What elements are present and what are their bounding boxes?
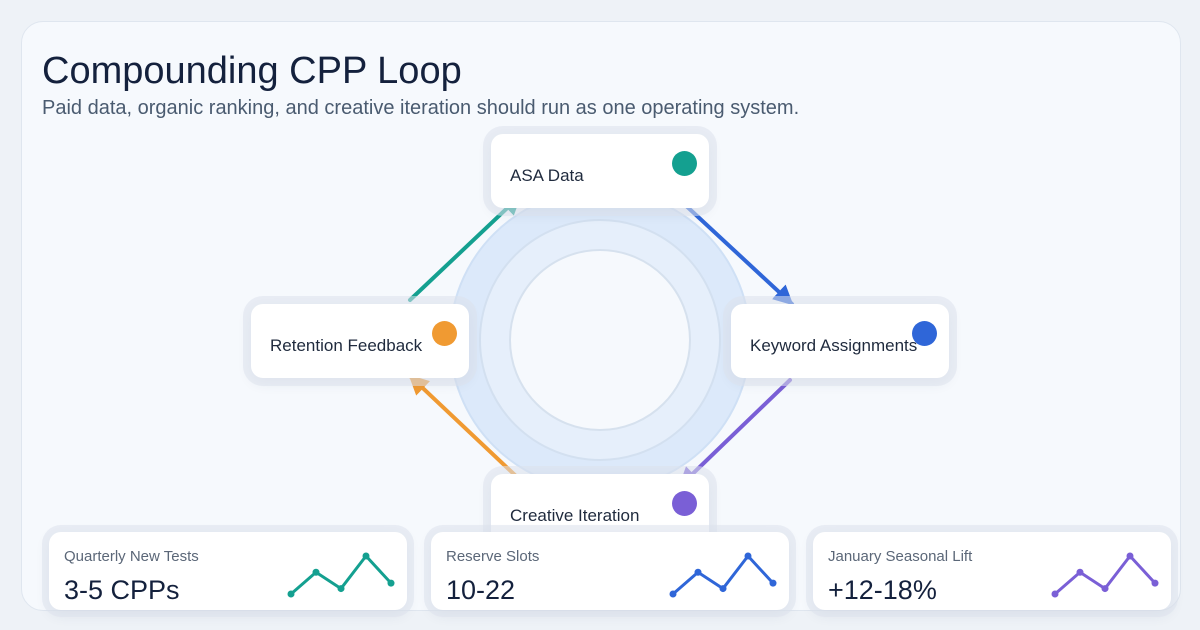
node-status-dot: [432, 321, 457, 346]
sparkline-point: [1126, 552, 1134, 560]
sparkline-point: [1101, 585, 1109, 593]
sparkline-point: [1151, 579, 1159, 587]
arrow-retention-to-asa: [408, 194, 522, 302]
page-title: Compounding CPP Loop: [42, 50, 462, 92]
arrow-creative-to-retention: [408, 374, 520, 480]
metric-label: Quarterly New Tests: [64, 548, 199, 565]
node-keyword-assignments[interactable]: Keyword Assignments: [731, 304, 949, 378]
sparkline-icon: [1051, 552, 1159, 598]
node-status-dot: [672, 151, 697, 176]
sparkline-point: [744, 552, 752, 560]
sparkline-point: [287, 590, 295, 598]
sparkline-point: [312, 568, 320, 576]
node-label: Keyword Assignments: [750, 336, 918, 355]
metric-value: 3-5 CPPs: [64, 575, 180, 605]
sparkline-icon: [287, 552, 395, 598]
sparkline-point: [337, 585, 345, 593]
sparkline-point: [1051, 590, 1059, 598]
metric-label: January Seasonal Lift: [828, 548, 973, 565]
sparkline-point: [694, 568, 702, 576]
metric-value: 10-22: [446, 575, 516, 605]
arrow-asa-to-keywords: [680, 200, 794, 306]
metric-card-january-seasonal-lift: January Seasonal Lift +12-18%: [813, 532, 1171, 610]
node-status-dot: [672, 491, 697, 516]
node-retention-feedback[interactable]: Retention Feedback: [251, 304, 469, 378]
node-asa-data[interactable]: ASA Data: [491, 134, 709, 208]
node-label: Creative Iteration: [510, 506, 640, 525]
page-subtitle: Paid data, organic ranking, and creative…: [42, 97, 800, 119]
sparkline-point: [387, 579, 395, 587]
node-label: ASA Data: [510, 166, 584, 185]
node-status-dot: [912, 321, 937, 346]
sparkline-point: [769, 579, 777, 587]
sparkline-point: [1076, 568, 1084, 576]
metric-label: Reserve Slots: [446, 548, 540, 565]
sparkline-point: [719, 585, 727, 593]
sparkline-point: [669, 590, 677, 598]
metric-value: +12-18%: [828, 575, 937, 605]
sparkline-point: [362, 552, 370, 560]
arrow-keywords-to-creative: [678, 378, 792, 488]
metric-card-reserve-slots: Reserve Slots 10-22: [431, 532, 789, 610]
metric-card-quarterly-new-tests: Quarterly New Tests 3-5 CPPs: [49, 532, 407, 610]
loop-inner-ring: [509, 249, 691, 431]
sparkline-icon: [669, 552, 777, 598]
node-label: Retention Feedback: [270, 336, 423, 355]
